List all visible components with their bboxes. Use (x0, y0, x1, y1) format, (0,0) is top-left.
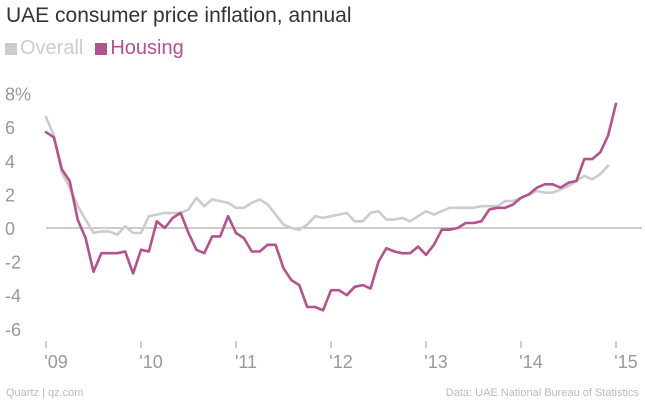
y-tick-label: 0 (5, 219, 15, 239)
x-tick-label: '12 (329, 352, 352, 372)
legend-label-housing: Housing (110, 37, 184, 59)
x-tick-label: '13 (424, 352, 447, 372)
y-tick-label: -6 (5, 320, 21, 340)
series-line-housing (44, 102, 618, 312)
y-tick-label: 6 (5, 118, 15, 138)
legend-swatch-housing (95, 42, 108, 55)
x-tick-label: '11 (235, 352, 257, 372)
x-tick-label: '14 (519, 352, 542, 372)
y-tick-label: -2 (5, 253, 21, 273)
chart-title: UAE consumer price inflation, annual (6, 4, 352, 27)
y-tick-label: 2 (5, 185, 15, 205)
series-line-overall (44, 115, 610, 236)
source-credit: Quartz | qz.com (6, 387, 84, 399)
y-tick-label: 8% (5, 85, 31, 105)
x-tick-label: '10 (139, 352, 162, 372)
legend: Overall Housing (5, 37, 196, 60)
x-tick-label: '09 (44, 352, 67, 372)
legend-item-overall: Overall (5, 37, 83, 60)
x-tick-label: '15 (614, 352, 637, 372)
legend-swatch-overall (5, 42, 17, 55)
data-source: Data: UAE National Bureau of Statistics (445, 387, 639, 399)
y-tick-label: 4 (5, 152, 15, 172)
legend-label-overall: Overall (20, 37, 84, 59)
legend-item-housing: Housing (95, 37, 184, 60)
y-tick-label: -4 (5, 286, 21, 306)
